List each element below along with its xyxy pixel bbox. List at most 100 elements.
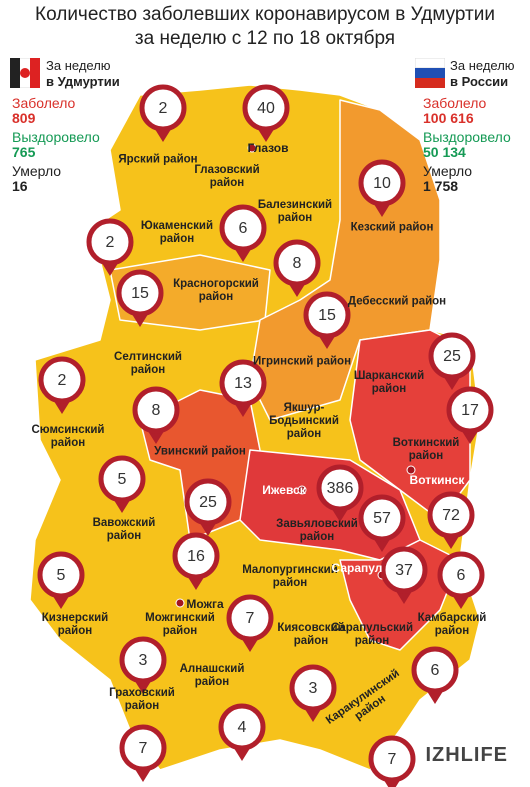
caption: За неделю в Удмуртии — [46, 58, 120, 89]
district-label: Вавожский район — [92, 516, 156, 542]
district-label: Завьяловский район — [276, 517, 358, 543]
marker: 2 — [38, 356, 86, 414]
title: Количество заболевших коронавирусом в Уд… — [35, 4, 495, 25]
stat-label: Выздоровело — [423, 129, 511, 145]
marker: 40 — [242, 84, 290, 142]
marker: 3 — [289, 664, 337, 722]
district-label: Сюмсинский район — [31, 423, 105, 449]
marker: 6 — [411, 646, 459, 704]
marker: 15 — [116, 269, 164, 327]
marker-circle — [368, 735, 416, 783]
case-count: 6 — [457, 567, 466, 584]
district-label: Увинский район — [154, 445, 246, 458]
district-label: Балезинский район — [257, 198, 333, 224]
district-label: Дебесский район — [347, 295, 447, 308]
stat-value: 1 758 — [423, 177, 459, 194]
marker-circle — [37, 551, 85, 599]
city-label: Можга — [186, 597, 224, 611]
case-count: 2 — [159, 100, 168, 117]
marker-circle — [428, 332, 476, 380]
stat-value: 765 — [12, 143, 36, 160]
district-label: Селтинский район — [114, 350, 182, 376]
marker: 25 — [184, 478, 232, 536]
case-count: 8 — [293, 255, 302, 272]
marker-circle — [427, 491, 475, 539]
marker: 2 — [86, 218, 134, 276]
subtitle: за неделю с 12 по 18 октября — [134, 28, 396, 49]
marker: 5 — [37, 551, 85, 609]
marker-circle — [303, 291, 351, 339]
district-label: Глазовский район — [194, 163, 260, 189]
district-label: Алнашский район — [179, 662, 245, 688]
marker-circle — [437, 551, 485, 599]
marker-circle — [119, 636, 167, 684]
stat: Умерло 16 — [12, 164, 61, 193]
stat-value: 100 616 — [423, 109, 474, 126]
case-count: 16 — [187, 548, 205, 565]
stat-label: Выздоровело — [12, 129, 100, 145]
marker-circle — [116, 269, 164, 317]
case-count: 6 — [431, 662, 440, 679]
stat-label: Умерло — [12, 163, 62, 179]
marker: 6 — [437, 551, 485, 609]
marker: 37 — [380, 546, 428, 604]
district-label: Сарапульский район — [330, 621, 414, 647]
stat: Умерло 1 758 — [423, 164, 472, 193]
udmurtia-flag — [10, 58, 40, 88]
case-count: 17 — [461, 402, 479, 419]
city-label: Ижевск — [262, 483, 306, 497]
caption-line: За неделю — [450, 58, 515, 73]
marker: 13 — [219, 359, 267, 417]
marker-circle — [242, 84, 290, 132]
city-dot — [406, 465, 416, 475]
marker-circle — [219, 204, 267, 252]
marker: 57 — [358, 494, 406, 552]
stat: Заболело 100 616 — [423, 96, 486, 125]
marker-circle — [273, 239, 321, 287]
marker: 386 — [316, 464, 364, 522]
marker: 7 — [226, 594, 274, 652]
marker: 2 — [139, 84, 187, 142]
case-count: 72 — [442, 507, 460, 524]
case-count: 7 — [388, 751, 397, 768]
district-label: Малопургинский район — [242, 563, 338, 589]
marker: 15 — [303, 291, 351, 349]
marker-circle — [358, 494, 406, 542]
marker-circle — [226, 594, 274, 642]
russia-flag — [415, 58, 445, 88]
stat-value: 16 — [12, 177, 28, 194]
stat-value: 809 — [12, 109, 36, 126]
marker-circle — [446, 386, 494, 434]
district-label: Шарканский район — [353, 369, 425, 395]
marker-circle — [86, 218, 134, 266]
marker-circle — [38, 356, 86, 404]
case-count: 6 — [239, 220, 248, 237]
case-count: 3 — [309, 680, 318, 697]
case-count: 3 — [139, 652, 148, 669]
stat: Выздоровело 50 134 — [423, 130, 511, 159]
case-count: 2 — [58, 372, 67, 389]
case-count: 386 — [327, 480, 354, 497]
district-label: Юкаменский район — [140, 219, 214, 245]
stat-label: Заболело — [12, 95, 76, 111]
district-label: Якшур-Бодьинский район — [269, 402, 339, 441]
marker: 8 — [273, 239, 321, 297]
case-count: 10 — [373, 175, 391, 192]
district-label: Воткинский район — [392, 436, 460, 462]
marker: 3 — [119, 636, 167, 694]
case-count: 5 — [118, 471, 127, 488]
city-dot — [175, 598, 185, 608]
marker-circle — [380, 546, 428, 594]
marker: 72 — [427, 491, 475, 549]
logo: IZHLIFE — [425, 744, 508, 766]
district-label: Красногорский район — [173, 277, 259, 303]
case-count: 5 — [57, 567, 66, 584]
city-label: Воткинск — [409, 473, 465, 487]
district-label: Кизнерский район — [41, 611, 109, 637]
case-count: 4 — [238, 719, 247, 736]
marker: 5 — [98, 455, 146, 513]
marker-circle — [218, 703, 266, 751]
marker: 8 — [132, 386, 180, 444]
